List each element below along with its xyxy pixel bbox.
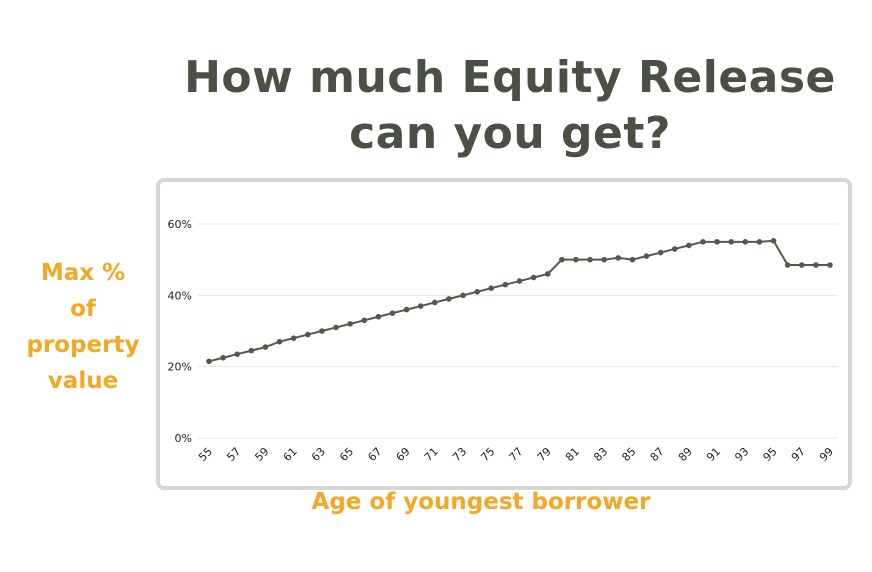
data-point	[347, 321, 353, 327]
data-point	[502, 281, 509, 288]
data-point	[728, 239, 735, 245]
data-point	[474, 288, 480, 295]
data-point	[276, 338, 283, 345]
x-tick-label: 71	[422, 445, 441, 464]
data-point	[559, 256, 565, 263]
x-tick-label: 69	[394, 445, 413, 464]
chart-frame	[156, 178, 852, 490]
series-line	[208, 239, 830, 363]
y-tick-label: 0%	[175, 432, 192, 445]
data-point	[615, 255, 622, 261]
data-point	[234, 351, 241, 357]
y-tick-label: 20%	[168, 361, 192, 374]
data-point	[389, 310, 396, 316]
data-point	[587, 256, 593, 263]
x-tick-label: 55	[196, 445, 215, 464]
data-point	[460, 292, 466, 299]
data-point	[403, 306, 410, 313]
data-point	[304, 331, 311, 338]
y-tick-label: 40%	[168, 289, 192, 302]
y-label-line: property	[26, 332, 140, 358]
data-point	[700, 239, 706, 245]
data-point	[827, 262, 833, 268]
data-point	[813, 262, 819, 268]
x-tick-label: 95	[761, 445, 780, 464]
x-tick-label: 81	[563, 445, 582, 464]
y-axis-label: Max % of property value	[18, 255, 148, 399]
data-point	[742, 239, 749, 245]
y-label-line: Max %	[40, 260, 126, 286]
data-point	[446, 296, 452, 302]
data-point	[516, 278, 523, 284]
data-point	[417, 303, 424, 309]
x-tick-label: 65	[337, 445, 356, 464]
x-tick-label: 57	[224, 445, 243, 464]
data-point	[657, 249, 664, 256]
x-tick-label: 83	[591, 445, 610, 464]
data-point	[530, 274, 537, 281]
page-title: How much Equity Release can you get?	[170, 50, 850, 162]
x-tick-label: 61	[281, 445, 300, 464]
data-point	[686, 242, 692, 249]
data-point	[784, 262, 791, 268]
x-tick-label: 67	[365, 445, 384, 464]
x-tick-label: 97	[789, 445, 808, 464]
x-tick-label: 93	[732, 445, 751, 464]
x-axis-label: Age of youngest borrower	[311, 489, 651, 515]
data-point	[319, 328, 325, 334]
x-tick-label: 91	[704, 445, 723, 464]
data-point	[643, 253, 650, 259]
x-tick-label: 75	[478, 445, 497, 464]
data-point	[714, 239, 720, 245]
data-point	[333, 324, 339, 331]
data-point	[629, 256, 636, 263]
y-label-line: of	[70, 296, 96, 322]
data-point	[290, 335, 297, 341]
x-tick-label: 99	[817, 445, 836, 464]
data-point	[375, 313, 382, 320]
data-point	[206, 358, 212, 365]
data-point	[544, 271, 551, 277]
x-tick-label: 87	[648, 445, 667, 464]
data-point	[262, 344, 269, 350]
x-tick-label: 85	[619, 445, 638, 464]
data-point	[573, 256, 579, 263]
data-point	[361, 317, 368, 324]
data-point	[248, 347, 255, 354]
title-line-1: How much Equity Release	[184, 52, 836, 103]
data-point	[488, 285, 495, 292]
title-line-2: can you get?	[349, 108, 671, 159]
x-tick-label: 63	[309, 445, 328, 464]
x-tick-label: 79	[535, 445, 554, 464]
data-point	[601, 256, 607, 263]
data-point	[220, 354, 226, 361]
data-point	[671, 246, 678, 252]
x-tick-label: 73	[450, 445, 469, 464]
y-tick-label: 60%	[168, 218, 192, 231]
data-point	[756, 239, 763, 245]
y-label-line: value	[47, 368, 119, 394]
x-tick-label: 77	[507, 445, 526, 464]
x-tick-label: 59	[252, 445, 271, 464]
x-tick-label: 89	[676, 445, 695, 464]
data-point	[798, 262, 805, 268]
data-point	[432, 299, 438, 306]
data-point	[770, 237, 777, 244]
